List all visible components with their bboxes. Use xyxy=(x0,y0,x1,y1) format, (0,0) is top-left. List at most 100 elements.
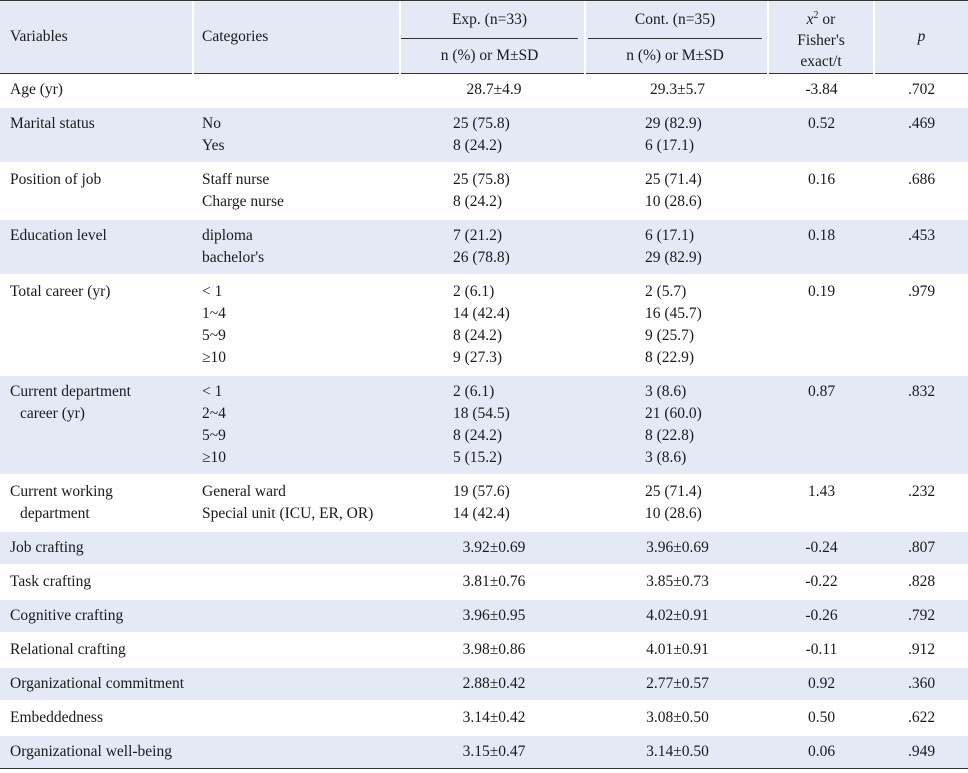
cont-value: 9 (25.7) xyxy=(645,327,695,344)
statistic-value: 0.50 xyxy=(807,709,836,726)
p-value: .469 xyxy=(907,115,936,132)
cont-value-cell: 3 (8.6) 21 (60.0) 8 (22.8) 3 (8.6) xyxy=(587,376,768,474)
exp-value-cell: 19 (57.6) 14 (42.4) xyxy=(401,476,587,530)
statistic-value: 1.43 xyxy=(807,483,836,500)
category-label: < 1 xyxy=(202,383,223,400)
cont-value: 6 (17.1) xyxy=(645,227,695,244)
table-row: Embeddedness 3.14±0.42 3.08±0.50 0.50 .622 xyxy=(0,702,968,736)
header-stat-line2: Fisher's xyxy=(797,32,845,50)
exp-value: 8 (24.2) xyxy=(453,327,503,344)
category-cell: General ward Special unit (ICU, ER, OR) xyxy=(193,476,401,530)
category-cell: diploma bachelor's xyxy=(193,220,401,274)
category-cell xyxy=(193,74,401,106)
cont-value-cell: 29 (82.9) 6 (17.1) xyxy=(587,108,768,162)
variable-label: Relational crafting xyxy=(10,641,126,658)
header-stat-line3: exact/t xyxy=(800,53,842,71)
cont-value: 10 (28.6) xyxy=(645,505,702,522)
variable-label: Job crafting xyxy=(10,539,84,556)
category-cell xyxy=(193,634,401,666)
exp-value: 5 (15.2) xyxy=(453,449,503,466)
exp-value-cell: 25 (75.8) 8 (24.2) xyxy=(401,164,587,218)
variable-label: Organizational commitment xyxy=(10,675,185,692)
variable-cell: Position of job xyxy=(0,164,193,218)
category-label: bachelor's xyxy=(202,249,265,266)
table-body: Age (yr) 28.7±4.9 29.3±5.7 -3.84 .702 Marital… xyxy=(0,74,968,769)
cont-value: 29 (82.9) xyxy=(645,115,702,132)
header-divider xyxy=(399,1,401,75)
statistic-value: 0.16 xyxy=(807,171,836,188)
p-value: .792 xyxy=(907,607,936,624)
category-label: Special unit (ICU, ER, OR) xyxy=(202,505,374,522)
p-value: .912 xyxy=(907,641,936,658)
statistic-value: -0.26 xyxy=(805,607,838,624)
exp-value: 3.81±0.76 xyxy=(462,573,526,590)
table-header: Variables Categories Exp. (n=33) Cont. (… xyxy=(0,0,968,75)
exp-value: 14 (42.4) xyxy=(453,305,510,322)
table-row: Organizational commitment 2.88±0.42 2.77±0… xyxy=(0,668,968,702)
variable-label: career (yr) xyxy=(20,405,85,422)
category-label: General ward xyxy=(202,483,286,500)
table-row: Education level diploma bachelor's 7 (21.2)… xyxy=(0,220,968,276)
category-cell: No Yes xyxy=(193,108,401,162)
cont-value: 4.01±0.91 xyxy=(646,641,709,658)
cont-value: 10 (28.6) xyxy=(645,193,702,210)
statistic-value: 0.06 xyxy=(807,743,836,760)
statistic-cell: -0.26 xyxy=(768,600,875,632)
category-cell xyxy=(193,600,401,632)
cont-value-cell: 25 (71.4) 10 (28.6) xyxy=(587,164,768,218)
table-row: Task crafting 3.81±0.76 3.85±0.73 -0.22 .828 xyxy=(0,566,968,600)
p-value: .949 xyxy=(907,743,936,760)
table-row: Current department career (yr) < 1 2~4 5~9 ≥1… xyxy=(0,376,968,476)
p-value-cell: .832 xyxy=(875,376,968,474)
cont-value: 3.85±0.73 xyxy=(646,573,709,590)
header-rule-exp xyxy=(401,38,578,39)
statistic-cell: -0.24 xyxy=(768,532,875,564)
table-row: Relational crafting 3.98±0.86 4.01±0.91 -0.… xyxy=(0,634,968,668)
cont-value: 6 (17.1) xyxy=(645,137,695,154)
variable-cell: Embeddedness xyxy=(0,702,193,734)
exp-value: 3.15±0.47 xyxy=(462,743,526,760)
statistic-cell: 0.18 xyxy=(768,220,875,274)
header-divider xyxy=(584,1,586,75)
variable-cell: Relational crafting xyxy=(0,634,193,666)
exp-value-cell: 3.92±0.69 xyxy=(401,532,587,564)
p-value-cell: .702 xyxy=(875,74,968,106)
p-value-cell: .360 xyxy=(875,668,968,700)
statistic-cell: -0.11 xyxy=(768,634,875,666)
category-cell xyxy=(193,668,401,700)
statistic-value: -0.22 xyxy=(805,573,838,590)
statistic-value: 0.19 xyxy=(807,283,836,300)
cont-value: 4.02±0.91 xyxy=(646,607,709,624)
category-label: 5~9 xyxy=(202,427,226,444)
header-stat-sup: 2 xyxy=(813,10,819,21)
exp-value: 14 (42.4) xyxy=(453,505,510,522)
p-value: .453 xyxy=(907,227,936,244)
exp-value: 26 (78.8) xyxy=(453,249,510,266)
table-row: Current working department General ward Spe… xyxy=(0,476,968,532)
exp-value: 2 (6.1) xyxy=(453,283,495,300)
exp-value: 8 (24.2) xyxy=(453,427,503,444)
variable-label: Marital status xyxy=(10,115,95,132)
variable-cell: Task crafting xyxy=(0,566,193,598)
header-rule-cont xyxy=(588,38,762,39)
statistic-cell: -0.22 xyxy=(768,566,875,598)
statistic-value: -3.84 xyxy=(805,81,838,98)
exp-value: 25 (75.8) xyxy=(453,115,510,132)
statistic-cell: 0.19 xyxy=(768,276,875,374)
exp-value-cell: 2 (6.1) 14 (42.4) 8 (24.2) 9 (27.3) xyxy=(401,276,587,374)
p-value-cell: .949 xyxy=(875,736,968,768)
statistic-value: 0.18 xyxy=(807,227,836,244)
cont-value: 25 (71.4) xyxy=(645,483,702,500)
cont-value-cell: 3.14±0.50 xyxy=(587,736,768,768)
p-value: .622 xyxy=(907,709,936,726)
p-value-cell: .469 xyxy=(875,108,968,162)
p-value-cell: .622 xyxy=(875,702,968,734)
statistic-cell: 0.87 xyxy=(768,376,875,474)
header-stat: x2 or Fisher's exact/t xyxy=(769,5,873,72)
category-label: 1~4 xyxy=(202,305,226,322)
header-divider xyxy=(192,1,194,75)
header-divider xyxy=(767,1,769,75)
exp-value-cell: 2.88±0.42 xyxy=(401,668,587,700)
statistic-value: 0.92 xyxy=(807,675,836,692)
variable-cell: Marital status xyxy=(0,108,193,162)
